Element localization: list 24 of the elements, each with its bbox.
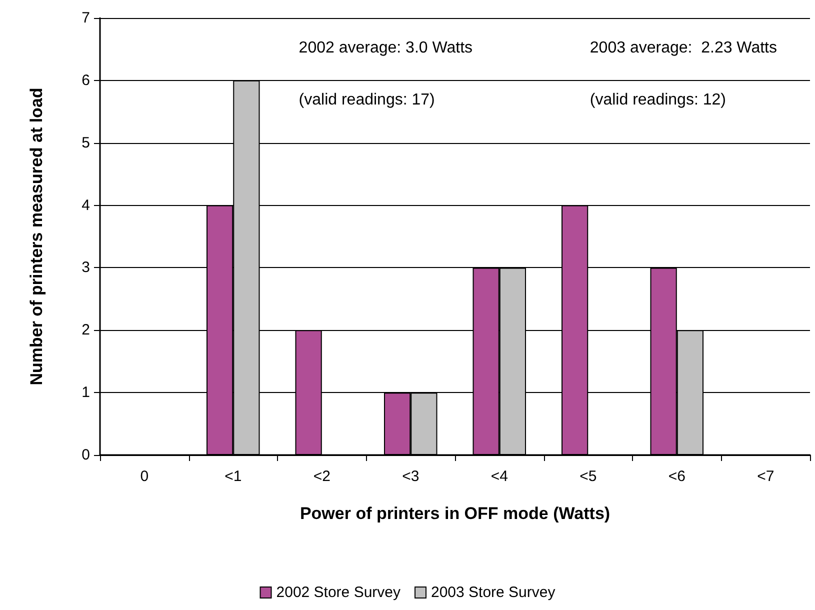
y-axis-title: Number of printers measured at load [27, 88, 46, 386]
x-tick-label: <3 [402, 468, 420, 485]
x-tick-label: <6 [668, 468, 686, 485]
annotation: (valid readings: 17) [298, 92, 435, 108]
y-tick-label: 3 [82, 259, 90, 276]
annotation: 2002 average: 3.0 Watts [298, 40, 473, 56]
y-tick-label: 5 [82, 134, 90, 152]
y-tick-label: 7 [82, 10, 90, 26]
legend-label: 2003 Store Survey [431, 584, 556, 601]
y-tick-label: 0 [82, 446, 90, 464]
annotation: (valid readings: 12) [590, 92, 726, 108]
y-tick-label: 4 [82, 196, 90, 214]
x-tick-label: <7 [757, 468, 774, 485]
legend-label: 2002 Store Survey [276, 584, 401, 601]
y-tick-label: 1 [82, 384, 90, 402]
y-tick-label: 2 [82, 322, 90, 339]
annotation: 2003 average: 2.23 Watts [590, 40, 777, 56]
x-tick-label: <1 [224, 468, 242, 485]
x-tick-label: <5 [580, 468, 597, 485]
x-tick-label: <4 [490, 468, 508, 485]
x-axis-title: Power of printers in OFF mode (Watts) [300, 504, 610, 523]
x-tick-label: <2 [313, 468, 330, 485]
y-tick-label: 6 [82, 72, 90, 89]
x-tick-label: 0 [140, 468, 149, 485]
